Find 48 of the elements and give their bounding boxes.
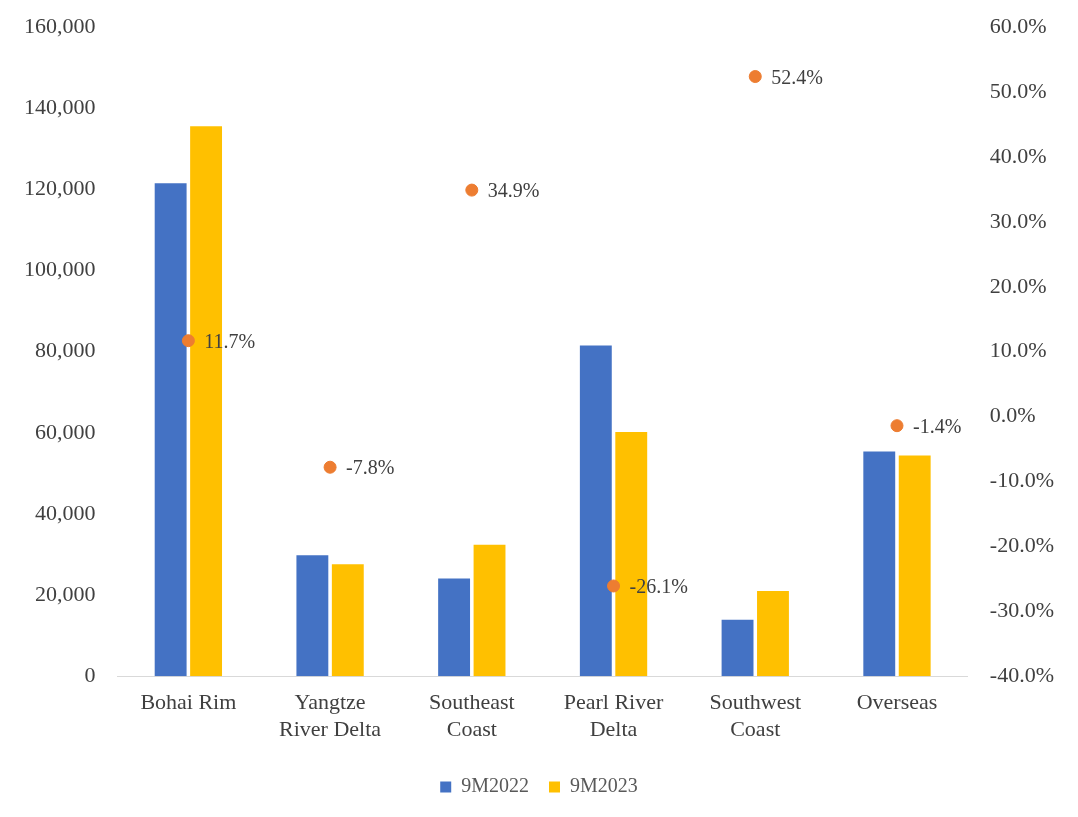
- point: [181, 334, 195, 348]
- x-tick-label: Yangtze River Delta: [279, 689, 382, 741]
- y2-tick-label: -20.0%: [989, 532, 1054, 558]
- y2-tick-label: -40.0%: [989, 661, 1054, 687]
- data-label: -1.4%: [912, 414, 962, 437]
- bar: [579, 345, 612, 677]
- y-tick-label: 0: [84, 661, 96, 687]
- y-tick-label: 100,000: [24, 256, 96, 282]
- y2-tick-label: -10.0%: [989, 467, 1054, 493]
- bar: [438, 578, 471, 677]
- y2-tick-label: -30.0%: [989, 597, 1054, 623]
- data-label: 34.9%: [487, 179, 540, 202]
- bar: [331, 564, 364, 677]
- y2-tick-label: 40.0%: [989, 142, 1047, 168]
- point: [607, 579, 621, 593]
- bar: [154, 183, 187, 677]
- bar: [296, 555, 329, 677]
- data-label: -7.8%: [346, 456, 395, 479]
- point: [890, 419, 904, 433]
- y2-tick-label: 30.0%: [989, 207, 1047, 233]
- legend-label: 9M2023: [570, 774, 638, 797]
- y2-tick-label: 60.0%: [989, 12, 1047, 38]
- y2-tick-label: 20.0%: [989, 272, 1047, 298]
- x-tick-label: Bohai Rim: [140, 689, 237, 715]
- y2-tick-label: 50.0%: [989, 77, 1047, 103]
- x-tick-label: Southwest Coast: [709, 689, 802, 741]
- point: [748, 70, 762, 84]
- point: [323, 460, 337, 474]
- legend-label: 9M2022: [461, 774, 530, 797]
- y-tick-label: 120,000: [24, 175, 96, 201]
- y-tick-label: 20,000: [35, 580, 96, 606]
- data-label: 52.4%: [771, 65, 823, 88]
- y-tick-label: 140,000: [24, 94, 96, 120]
- x-tick-label: Pearl River Delta: [563, 689, 664, 741]
- bar: [721, 619, 754, 677]
- bar: [898, 455, 931, 677]
- point: [465, 183, 479, 197]
- y-tick-label: 160,000: [24, 12, 96, 38]
- bar: [473, 544, 506, 677]
- y-tick-label: 40,000: [35, 499, 96, 525]
- y2-tick-label: 0.0%: [989, 402, 1036, 428]
- x-tick-label: Overseas: [856, 689, 938, 715]
- bar: [863, 451, 896, 677]
- y-tick-label: 80,000: [35, 337, 96, 363]
- x-tick-label: Southeast Coast: [429, 689, 515, 741]
- y-tick-label: 60,000: [35, 418, 96, 444]
- bar: [757, 591, 789, 677]
- y2-tick-label: 10.0%: [989, 337, 1047, 363]
